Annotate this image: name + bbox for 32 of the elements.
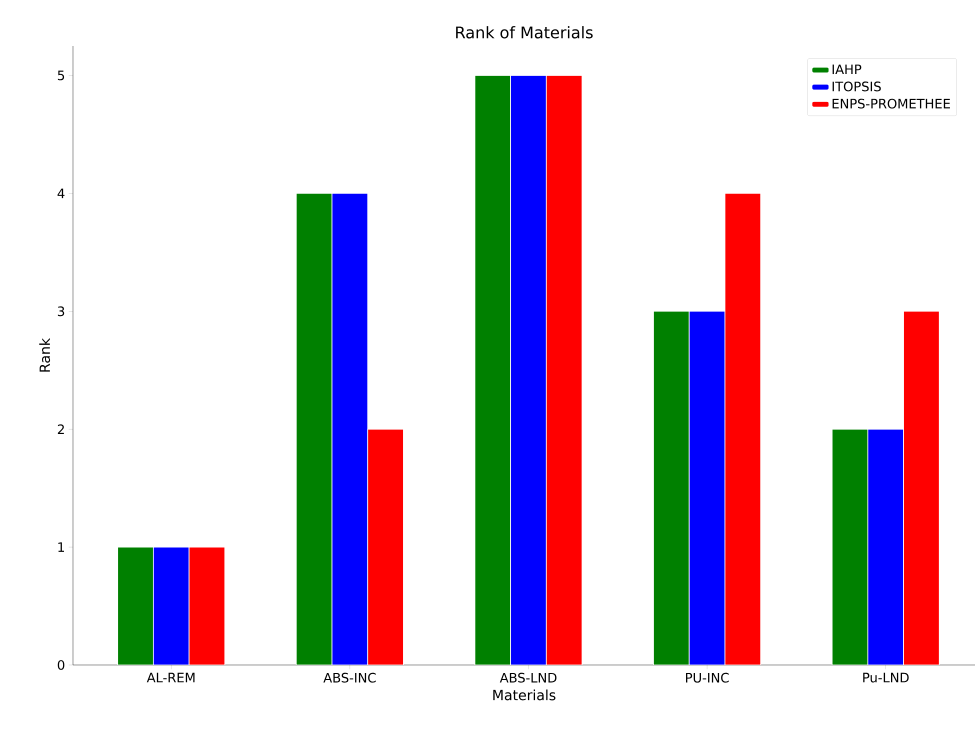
- bar: [653, 310, 690, 665]
- bar: [474, 75, 512, 665]
- bar: [688, 310, 726, 665]
- y-tick-label: 0: [58, 660, 64, 670]
- bar: [367, 428, 404, 665]
- x-tick-label: PU-INC: [686, 672, 729, 683]
- y-tick-label: 5: [58, 70, 64, 80]
- legend-label: IAHP: [832, 64, 862, 74]
- chart-title: Rank of Materials: [456, 26, 593, 38]
- bar: [117, 546, 154, 665]
- x-tick-label: ABS-INC: [323, 672, 376, 683]
- legend-label: ENPS-PROMETHEE: [832, 98, 950, 109]
- bar: [332, 192, 368, 665]
- y-tick-label: 3: [58, 306, 64, 316]
- bar: [188, 546, 226, 665]
- bar: [867, 428, 904, 665]
- y-tick-label: 4: [58, 188, 64, 198]
- y-tick-label: 2: [58, 424, 64, 434]
- x-tick-label: Pu-LND: [863, 672, 909, 682]
- bar: [903, 310, 940, 665]
- bar: [546, 75, 582, 665]
- y-axis-title: Rank: [39, 338, 50, 372]
- bar: [296, 192, 332, 665]
- legend-label: ITOPSIS: [832, 82, 881, 92]
- y-tick-label: 1: [58, 542, 64, 552]
- x-axis-title: Materials: [493, 690, 556, 700]
- x-tick-label: AL-REM: [146, 672, 195, 682]
- bar: [152, 546, 190, 665]
- bar: [510, 75, 547, 665]
- bar: [724, 192, 762, 665]
- x-tick-label: ABS-LND: [500, 672, 556, 683]
- bar: [832, 428, 868, 665]
